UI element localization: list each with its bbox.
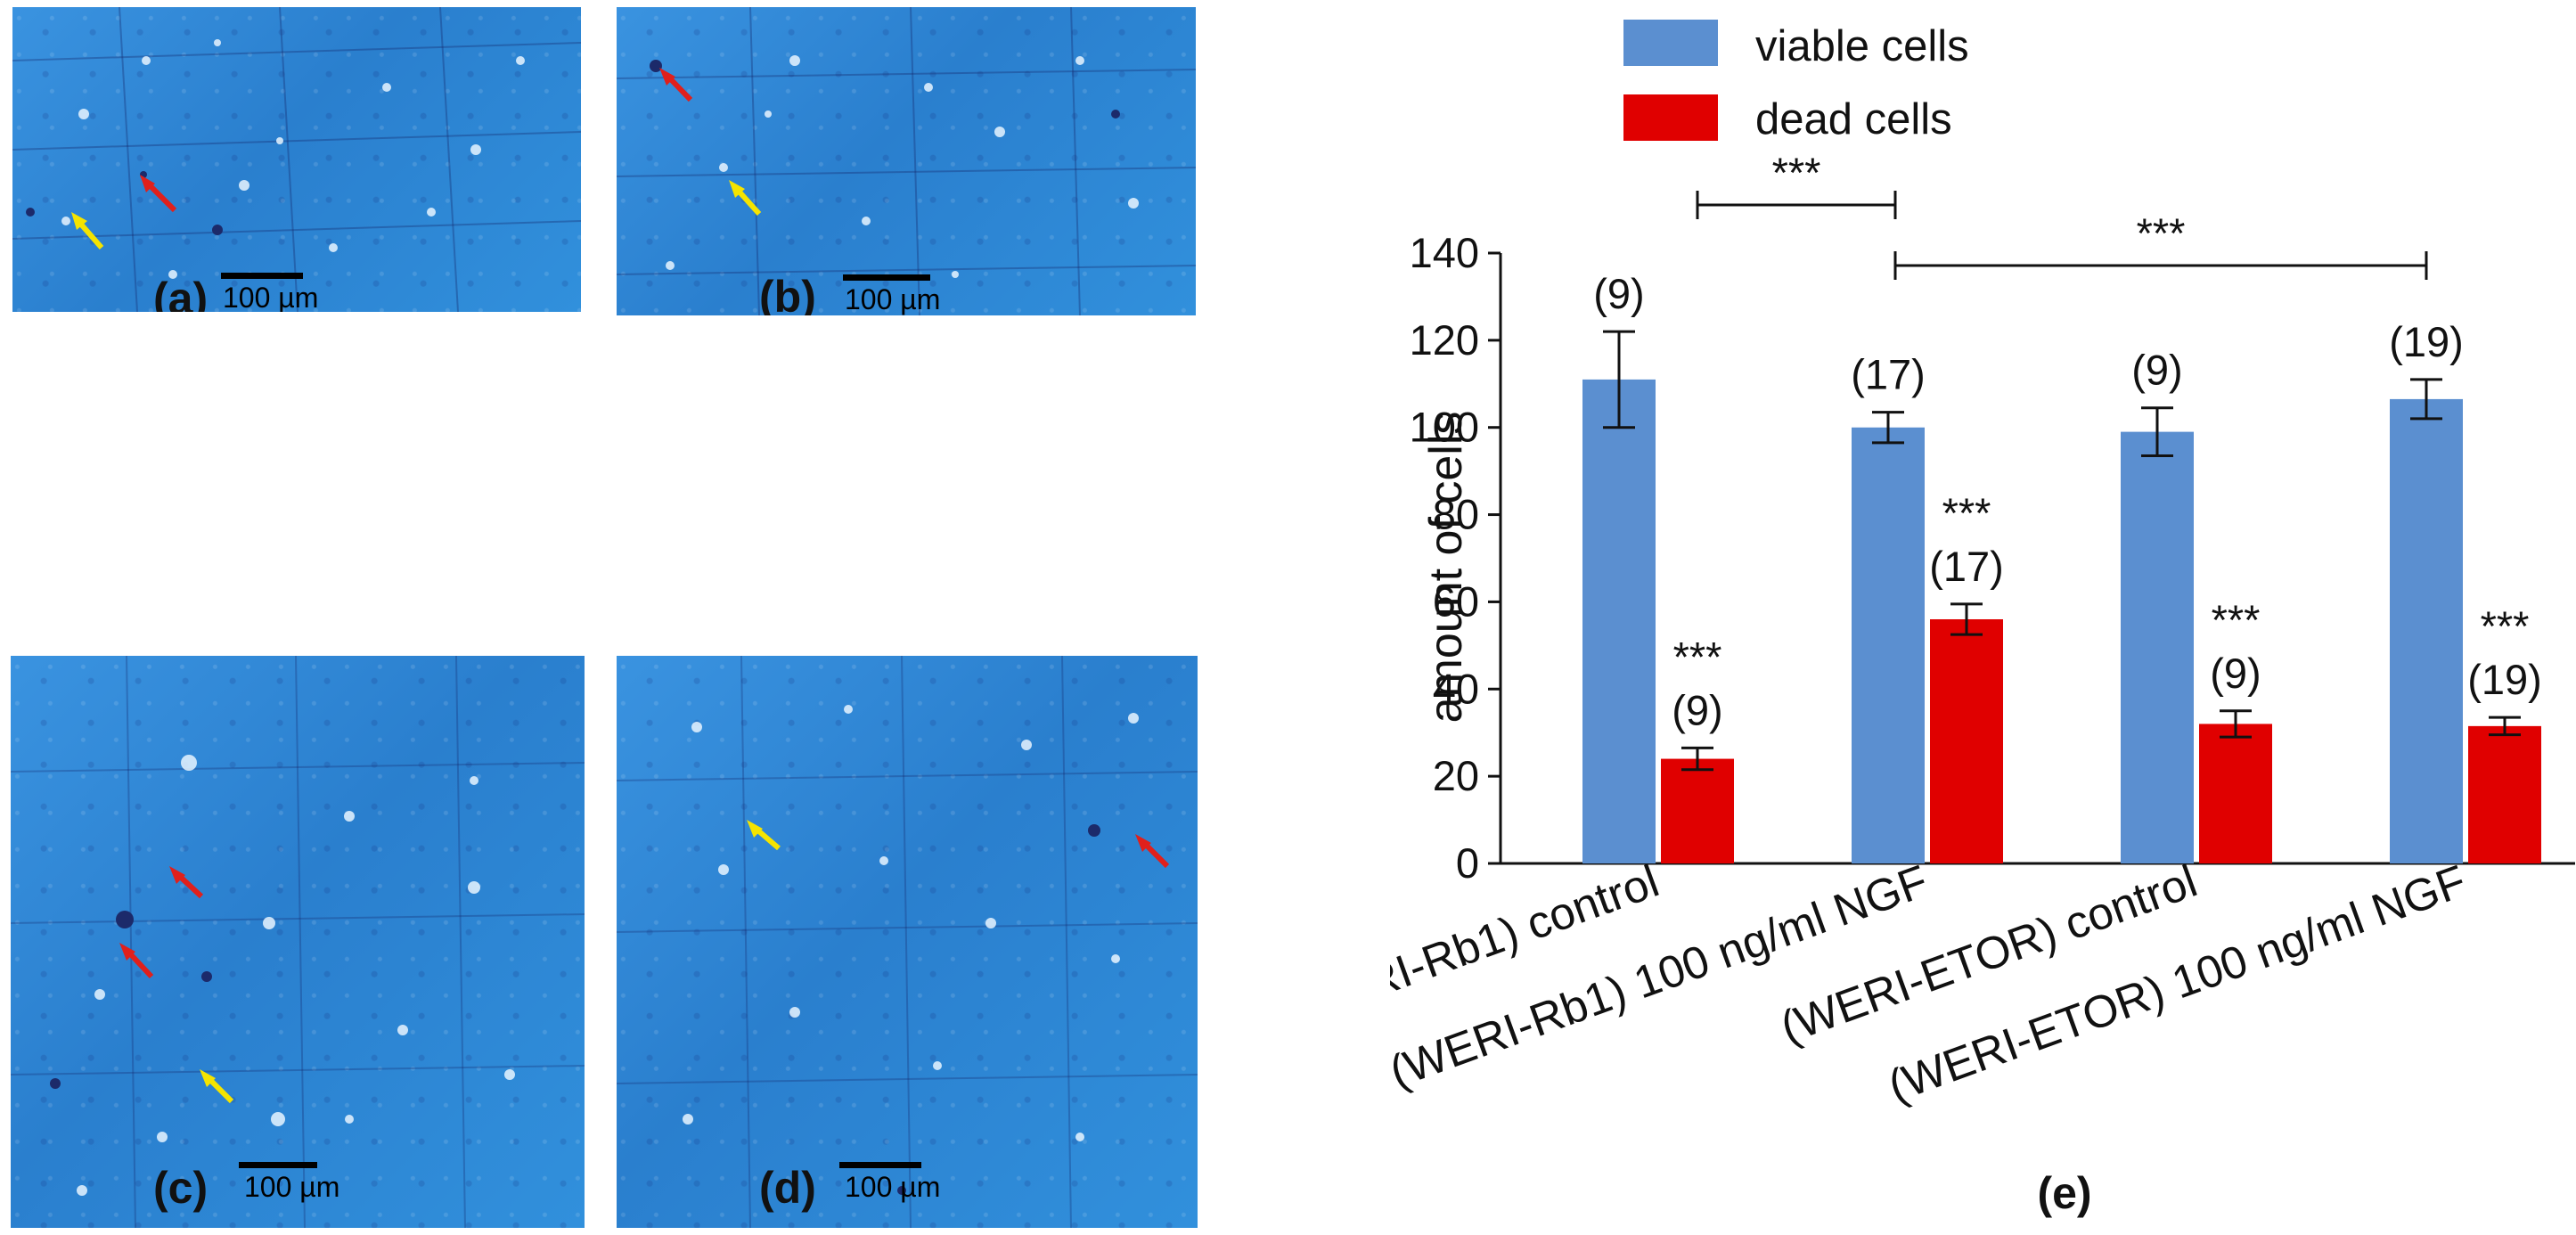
panel-b-label: (b) — [759, 272, 816, 315]
bar-chart: viable cells dead cells 0 20 40 60 80 100 120 1… — [1390, 20, 2575, 1218]
y-tick-label-0: 0 — [1456, 839, 1479, 887]
panel-c-arrowhead-dead-2 — [119, 943, 135, 961]
bar-viable-0 — [1582, 379, 1656, 864]
y-tick-label-20: 20 — [1433, 752, 1479, 799]
panel-c-overlay — [11, 656, 585, 1228]
bar-dead-3 — [2468, 725, 2541, 863]
panel-c-arrowhead-viable — [200, 1069, 216, 1087]
micrograph-panel-c: (c) 100 µm — [11, 656, 585, 1228]
n-label-0-1: (17) — [1851, 351, 1926, 398]
y-tick-label-40: 40 — [1433, 665, 1479, 712]
panel-a-cells — [61, 39, 525, 279]
n-label-0-0: (9) — [1593, 270, 1644, 317]
chart-panel-label: (e) — [2037, 1168, 2091, 1218]
panel-c-dark-cells — [50, 911, 212, 1089]
panel-a-arrowhead-viable — [71, 212, 87, 230]
n-label-1-2: (9) — [2210, 650, 2261, 697]
bar-viable-1 — [1852, 427, 1925, 863]
n-label-1-3: (19) — [2467, 656, 2542, 703]
panel-a-scale-bar — [221, 273, 303, 279]
panel-a-grid — [12, 7, 581, 312]
sig-label-1: *** — [1942, 489, 1991, 536]
panel-a-scale-text: 100 µm — [223, 282, 319, 312]
y-tick-label-140: 140 — [1410, 229, 1479, 276]
panel-a-dark-cells — [26, 171, 223, 235]
legend-swatch-dead — [1623, 94, 1718, 141]
y-axis-label: amount of cells — [1420, 412, 1472, 724]
legend-label-viable: viable cells — [1755, 22, 1969, 70]
panel-b-arrowhead-dead — [659, 68, 675, 86]
panel-c-arrowhead-dead-1 — [169, 866, 185, 884]
panel-b-dark-cells — [650, 60, 1120, 119]
panel-d-dark-cells — [897, 824, 1100, 1195]
y-tick-label-80: 80 — [1433, 491, 1479, 538]
panel-d-label: (d) — [759, 1163, 816, 1213]
n-label-1-1: (17) — [1929, 543, 2004, 590]
sig-label-2: *** — [2212, 596, 2261, 643]
panel-b-scale-text: 100 µm — [845, 283, 941, 315]
sig-label-0: *** — [1673, 633, 1722, 680]
panel-a-overlay — [12, 7, 581, 312]
panel-a-arrowhead-dead — [140, 175, 155, 192]
n-label-1-0: (9) — [1672, 686, 1722, 733]
comparison-label-1: *** — [2137, 209, 2186, 257]
bar-viable-2 — [2121, 431, 2194, 863]
panel-d-overlay — [617, 656, 1198, 1228]
chart-legend: viable cells dead cells — [1623, 20, 1969, 143]
micrograph-panel-a: (a) 100 µm — [12, 7, 581, 312]
y-tick-label-120: 120 — [1410, 316, 1479, 364]
micrograph-panel-d: (d) 100 µm — [617, 656, 1198, 1228]
panel-c-scale-bar — [239, 1162, 317, 1168]
panel-d-scale-bar — [839, 1162, 921, 1168]
panel-c-scale-text: 100 µm — [244, 1171, 340, 1203]
micrograph-panel-b: (b) 100 µm — [617, 7, 1196, 315]
n-label-0-3: (19) — [2389, 318, 2464, 365]
panel-d-scale-text: 100 µm — [845, 1171, 941, 1203]
panel-c-cells — [77, 755, 515, 1196]
chart-plot-area: 0 20 40 60 80 100 120 140 amount of cells (9) (9) *… — [1390, 149, 2575, 1112]
panel-d-grid — [617, 656, 1198, 1228]
panel-d-cells — [683, 705, 1139, 1141]
bar-viable-3 — [2390, 398, 2463, 863]
sig-label-3: *** — [2481, 602, 2530, 650]
panel-a-label: (a) — [153, 274, 209, 312]
panel-b-grid — [617, 7, 1196, 315]
legend-swatch-viable — [1623, 20, 1718, 66]
panel-b-cells — [666, 55, 1139, 278]
panel-c-label: (c) — [153, 1163, 209, 1213]
y-tick-label-60: 60 — [1433, 577, 1479, 625]
panel-b-arrowhead-viable — [729, 180, 745, 198]
legend-label-dead: dead cells — [1755, 95, 1952, 143]
n-label-0-2: (9) — [2131, 347, 2182, 394]
panel-d-arrowhead-viable — [747, 820, 763, 838]
bar-dead-2 — [2199, 724, 2272, 863]
y-tick-label-100: 100 — [1410, 404, 1479, 451]
comparison-label-0: *** — [1772, 149, 1821, 196]
panel-d-arrowhead-dead — [1135, 834, 1151, 852]
panel-b-overlay — [617, 7, 1196, 315]
bar-dead-0 — [1661, 758, 1734, 863]
panel-c-grid — [11, 656, 585, 1228]
bar-dead-1 — [1930, 619, 2003, 863]
panel-b-scale-bar — [843, 274, 930, 281]
